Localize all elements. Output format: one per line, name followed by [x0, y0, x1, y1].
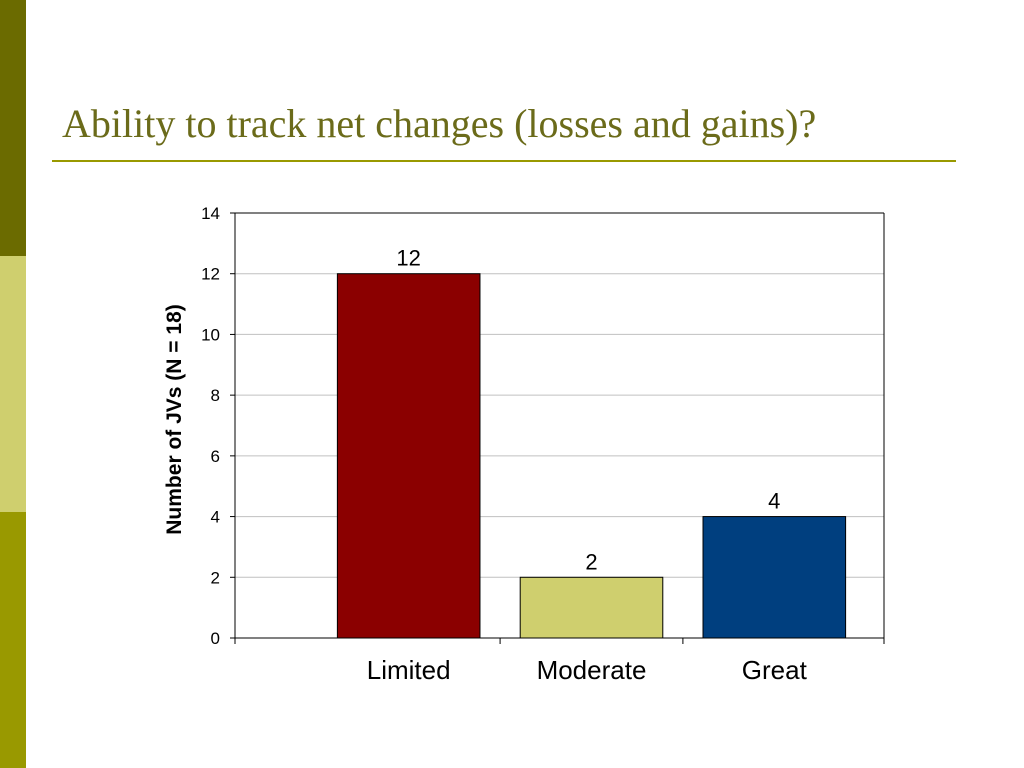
bar-limited [336, 273, 481, 639]
sidebar-segment-top [0, 0, 26, 256]
sidebar-decoration [0, 0, 26, 768]
y-tick-label: 14 [201, 204, 220, 223]
data-label: 12 [396, 246, 420, 271]
data-label: 2 [585, 549, 597, 574]
x-tick-label: Great [742, 655, 808, 685]
bar-great [702, 516, 847, 639]
sidebar-segment-middle [0, 256, 26, 512]
y-tick-label: 10 [201, 325, 220, 344]
x-tick-label: Moderate [537, 655, 647, 685]
y-axis-label: Number of JVs (N = 18) [163, 304, 186, 534]
title-underline [52, 160, 956, 162]
y-tick-label: 0 [211, 629, 220, 648]
y-tick-label: 12 [201, 265, 220, 284]
bar-moderate [519, 576, 664, 639]
y-tick-label: 8 [211, 386, 220, 405]
y-tick-label: 4 [211, 508, 220, 527]
y-tick-label: 2 [211, 568, 220, 587]
y-tick-label: 6 [211, 447, 220, 466]
slide-title: Ability to track net changes (losses and… [62, 101, 817, 146]
sidebar-segment-bottom [0, 512, 26, 768]
data-label: 4 [768, 489, 780, 514]
x-tick-label: Limited [367, 655, 451, 685]
